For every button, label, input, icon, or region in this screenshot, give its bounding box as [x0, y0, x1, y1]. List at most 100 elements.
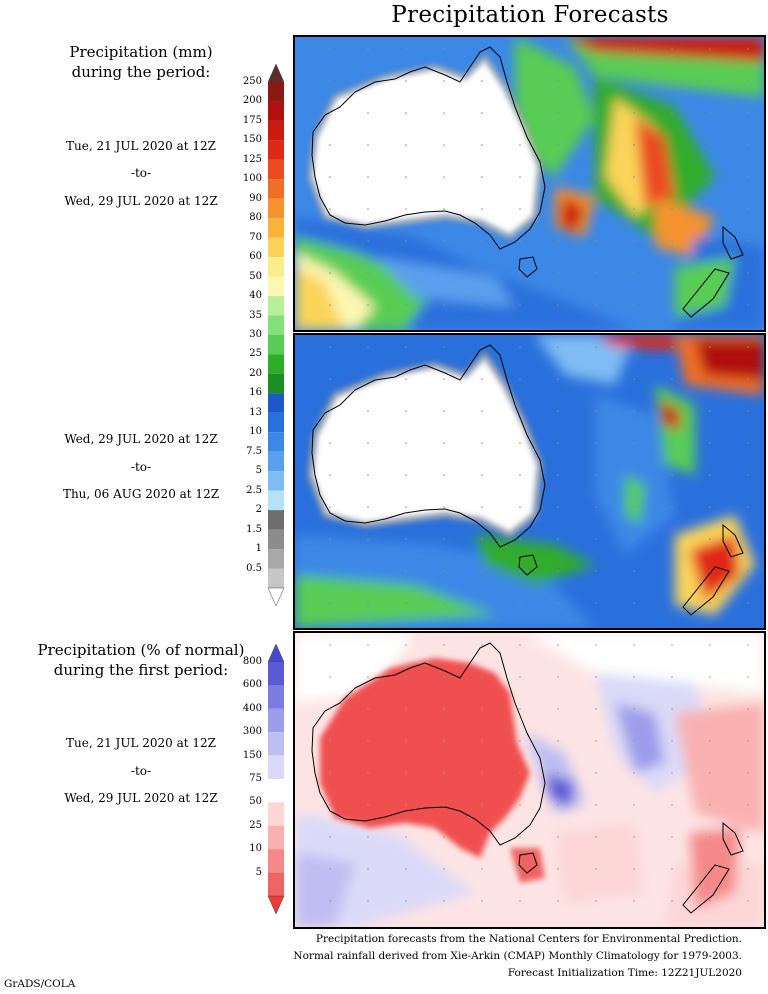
precip-pct-top-arrow — [267, 643, 285, 663]
footer-line1: Precipitation forecasts from the Nationa… — [315, 933, 742, 945]
precip-mm-tick-label: 250 — [242, 76, 262, 87]
precip-mm-header: Precipitation (mm) during the period: — [0, 42, 282, 82]
precip-mm-tick-label: 5 — [255, 465, 262, 477]
precip-pct-tick-label: 10 — [249, 843, 262, 855]
precip-mm-tick-label: 0.5 — [246, 562, 262, 574]
precip-pct-swatch-4 — [268, 755, 284, 779]
map-pct-coastline — [311, 642, 546, 846]
precip-mm-tick-label: 1 — [255, 543, 262, 555]
precip-mm-swatch-14 — [268, 354, 284, 374]
precip-mm-swatch-19 — [268, 451, 284, 472]
precip-pct-header-line1: Precipitation (% of normal) — [37, 641, 245, 659]
precip-mm-tick-label: 35 — [249, 309, 262, 321]
precip-mm-swatch-9 — [268, 257, 284, 277]
precip-pct-swatch-9 — [268, 872, 284, 896]
map-week2-svg — [295, 335, 764, 628]
precip-mm-tick-label: 125 — [242, 153, 262, 165]
precip-mm-tick-label: 70 — [249, 231, 262, 243]
precip-pct-swatch-3 — [268, 732, 284, 756]
map-pct-anomaly-field — [295, 633, 764, 927]
precip-pct-header-line2: during the first period: — [53, 661, 229, 679]
precip-mm-swatch-24 — [268, 549, 284, 569]
footer-line3: Forecast Initialization Time: 12Z21JUL20… — [507, 967, 742, 979]
precip-mm-tick-label: 7.5 — [246, 445, 262, 457]
period2-end: Thu, 06 AUG 2020 at 12Z — [62, 487, 220, 501]
precip-mm-header-line2: during the period: — [71, 63, 211, 81]
map-pct-grid-dots — [329, 644, 749, 902]
precip-mm-swatch-15 — [268, 373, 284, 394]
precip-mm-swatch-6 — [268, 198, 284, 219]
precip-mm-swatch-23 — [268, 529, 284, 550]
precip-pct-bottom-arrow — [267, 895, 285, 915]
precip-pct-swatch-8 — [268, 849, 284, 873]
precip-mm-swatch-8 — [268, 237, 284, 258]
map-week2-dry-land — [310, 355, 540, 535]
precip-pct-tick-label: 5 — [255, 866, 262, 878]
precip-mm-swatch-20 — [268, 471, 284, 491]
precip-pct-tick-label: 50 — [249, 796, 262, 808]
precip-mm-tick-label: 1.5 — [246, 523, 262, 535]
precip-mm-tick-label: 100 — [242, 173, 262, 185]
precip-mm-swatch-10 — [268, 276, 284, 297]
precip-mm-tick-label: 2.5 — [246, 484, 262, 496]
precip-mm-tick-label: 40 — [249, 290, 262, 302]
map-panel-week2 — [293, 333, 766, 630]
precip-mm-swatch-12 — [268, 315, 284, 335]
precip-mm-swatch-7 — [268, 218, 284, 238]
map-week1-grid-dots — [329, 48, 749, 306]
precip-pct-tick-label: 600 — [242, 679, 262, 691]
precip-pct-tick-label: 75 — [249, 773, 262, 784]
precip-pct-colorbar — [267, 643, 285, 915]
precip-mm-tick-label: 2 — [255, 504, 262, 516]
precip-pct-header: Precipitation (% of normal) during the f… — [0, 640, 282, 680]
precip-mm-tick-label: 16 — [249, 387, 262, 399]
precip-mm-swatch-0 — [268, 82, 284, 102]
precip-pct-colorbar-svg — [267, 643, 285, 915]
map-week1-coastline — [311, 46, 546, 250]
precip-pct-tick-label: 300 — [242, 726, 262, 738]
precip-mm-tick-label: 150 — [242, 134, 262, 146]
precip-mm-tick-label: 10 — [249, 426, 262, 438]
grads-credit: GrADS/COLA — [4, 978, 76, 990]
precip-pct-tick-label: 400 — [242, 702, 262, 714]
precip-mm-swatch-11 — [268, 296, 284, 316]
page-title: Precipitation Forecasts — [391, 2, 669, 28]
precip-mm-tick-label: 200 — [242, 95, 262, 107]
precip-mm-tick-label: 25 — [249, 348, 262, 360]
map-panel-percent-normal — [293, 631, 766, 929]
map-pct-dry-anomaly — [320, 658, 530, 858]
precip-mm-swatch-21 — [268, 490, 284, 511]
period3-sep: -to- — [130, 764, 152, 778]
precip-mm-tick-label: 13 — [249, 406, 262, 418]
precip-pct-swatch-5 — [268, 779, 284, 803]
precip-mm-colorbar-svg — [267, 63, 285, 607]
period2-sep: -to- — [130, 460, 152, 474]
precip-mm-swatch-18 — [268, 432, 284, 452]
precip-mm-bottom-arrow — [267, 587, 285, 607]
precip-mm-tick-label: 80 — [249, 212, 262, 224]
precip-mm-colorbar — [267, 63, 285, 607]
footer-line2: Normal rainfall derived from Xie-Arkin (… — [293, 950, 742, 962]
precip-mm-header-line1: Precipitation (mm) — [69, 43, 213, 61]
precip-mm-tick-label: 50 — [249, 270, 262, 282]
period1-start: Tue, 21 JUL 2020 at 12Z — [65, 139, 216, 153]
map-pct-svg — [295, 633, 764, 927]
precip-pct-swatch-7 — [268, 825, 284, 850]
period1-sep: -to- — [130, 166, 152, 180]
period3-start: Tue, 21 JUL 2020 at 12Z — [65, 736, 216, 750]
precip-mm-swatch-1 — [268, 101, 284, 121]
period1-end: Wed, 29 JUL 2020 at 12Z — [64, 194, 218, 208]
precip-mm-top-arrow — [267, 63, 285, 83]
precip-pct-tick-label: 150 — [242, 749, 262, 761]
precip-pct-swatch-0 — [268, 662, 284, 686]
precip-mm-tick-label: 175 — [242, 114, 262, 126]
map-panel-week1 — [293, 35, 766, 332]
precip-mm-swatch-2 — [268, 120, 284, 141]
precip-mm-tick-label: 30 — [249, 329, 262, 340]
footer-notes: Precipitation forecasts from the Nationa… — [293, 931, 742, 982]
precip-mm-swatch-5 — [268, 179, 284, 199]
precip-mm-tick-label: 60 — [249, 251, 262, 263]
map-week1-svg — [295, 37, 764, 330]
map-week1-dry-land — [310, 57, 540, 237]
period3-end: Wed, 29 JUL 2020 at 12Z — [64, 791, 218, 805]
